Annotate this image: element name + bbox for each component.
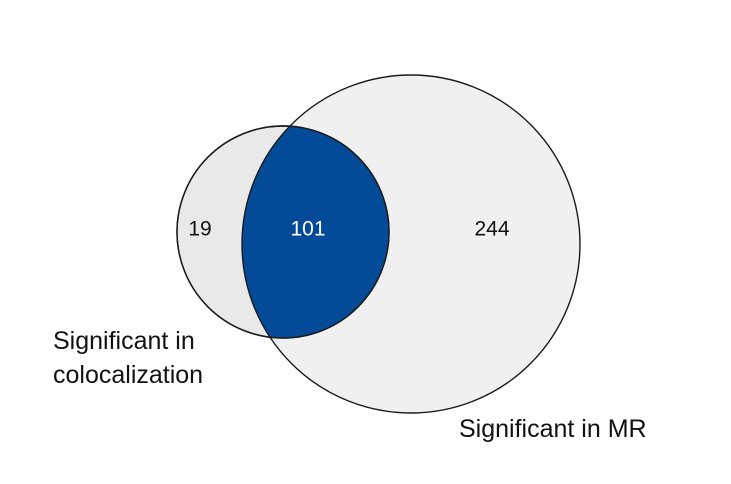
mr-set-label: Significant in MR: [459, 415, 647, 443]
colocalization-only-count: 19: [188, 218, 211, 241]
mr-only-count: 244: [474, 218, 509, 241]
colocalization-set-label: Significant in colocalization: [53, 324, 203, 392]
colocalization-label-line-2: colocalization: [53, 361, 204, 389]
intersection-count: 101: [290, 218, 325, 241]
colocalization-set-outline: [176, 125, 390, 339]
colocalization-label-line-1: Significant in: [53, 327, 195, 355]
